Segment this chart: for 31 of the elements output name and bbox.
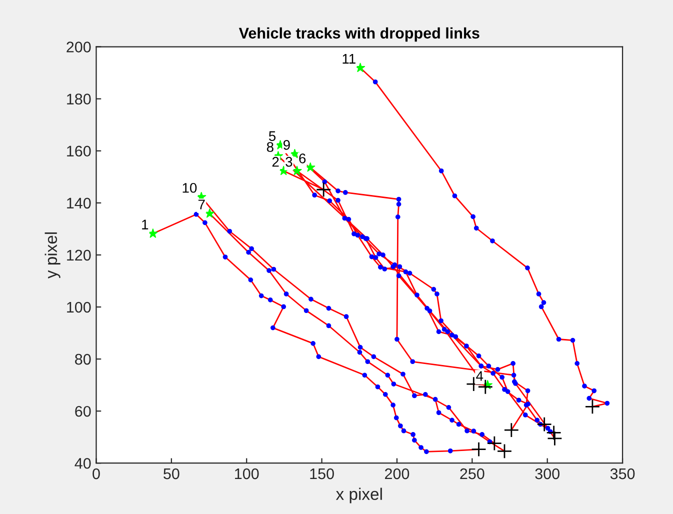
annotation: 2 <box>272 156 279 167</box>
y-tick-label: 160 <box>67 146 91 157</box>
annotation: 5 <box>268 131 276 141</box>
y-tick-label: 100 <box>67 302 91 313</box>
y-tick-label: 200 <box>66 42 91 52</box>
y-tick-label: 40 <box>74 458 91 469</box>
x-axis-title: x pixel <box>336 488 382 504</box>
x-tick-label: 250 <box>460 468 484 480</box>
y-tick-label: 140 <box>67 198 91 209</box>
annotation: 6 <box>299 154 306 164</box>
x-tick-label: 50 <box>164 468 180 480</box>
annotation: 1 <box>142 220 148 230</box>
x-tick-label: 300 <box>535 468 560 480</box>
annotation: 10 <box>182 182 197 193</box>
y-tick-label: 120 <box>67 250 91 261</box>
chart-title: Vehicle tracks with dropped links <box>238 27 480 42</box>
annotation: 4 <box>476 371 484 381</box>
x-tick-label: 350 <box>610 468 635 480</box>
annotation: 7 <box>198 200 205 210</box>
annotation: 11 <box>342 54 356 64</box>
x-tick-label: 150 <box>310 468 334 480</box>
y-tick-label: 180 <box>67 94 91 105</box>
x-tick-label: 100 <box>235 468 259 480</box>
annotation: 9 <box>283 140 290 150</box>
y-axis-title: y pixel <box>44 232 60 279</box>
y-tick-label: 80 <box>75 354 91 365</box>
annotation: 3 <box>286 156 292 167</box>
annotation: 8 <box>266 142 274 152</box>
x-tick-label: 200 <box>385 468 410 480</box>
x-tick-label: 0 <box>92 468 100 480</box>
y-tick-label: 60 <box>75 406 91 417</box>
